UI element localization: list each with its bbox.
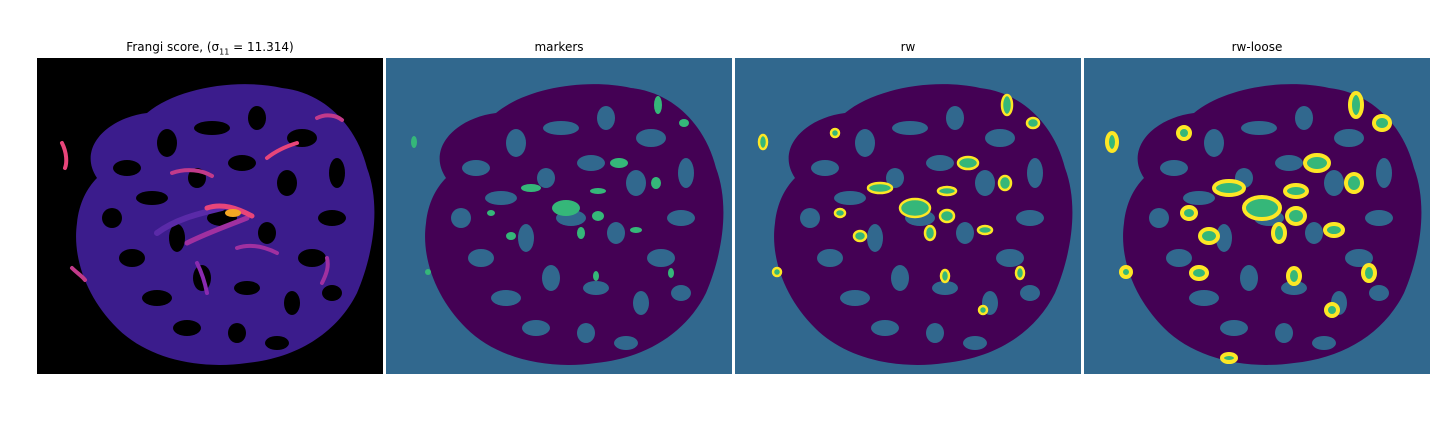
frangi-title-suffix: = 11.314) <box>229 40 294 54</box>
rw-loose-canvas <box>1084 58 1430 374</box>
rw-segments <box>757 93 1041 316</box>
panel-title-rw-loose: rw-loose <box>1231 40 1283 54</box>
frangi-score-canvas <box>37 58 383 374</box>
frangi-highlights <box>60 113 344 295</box>
rw-loose-segments <box>1105 91 1392 364</box>
rw-loose-image <box>1084 58 1430 374</box>
frangi-title-prefix: Frangi score, (σ <box>126 40 220 54</box>
frangi-score-image <box>37 58 383 374</box>
panel-title-markers: markers <box>534 40 584 54</box>
frangi-title-subscript: 11 <box>219 47 230 57</box>
markers-seeds <box>411 96 689 281</box>
panel-title-rw: rw <box>900 40 916 54</box>
panel-title-frangi: Frangi score, (σ11 = 11.314) <box>37 40 383 59</box>
markers-image <box>386 58 732 374</box>
rw-canvas <box>735 58 1081 374</box>
markers-canvas <box>386 58 732 374</box>
rw-image <box>735 58 1081 374</box>
